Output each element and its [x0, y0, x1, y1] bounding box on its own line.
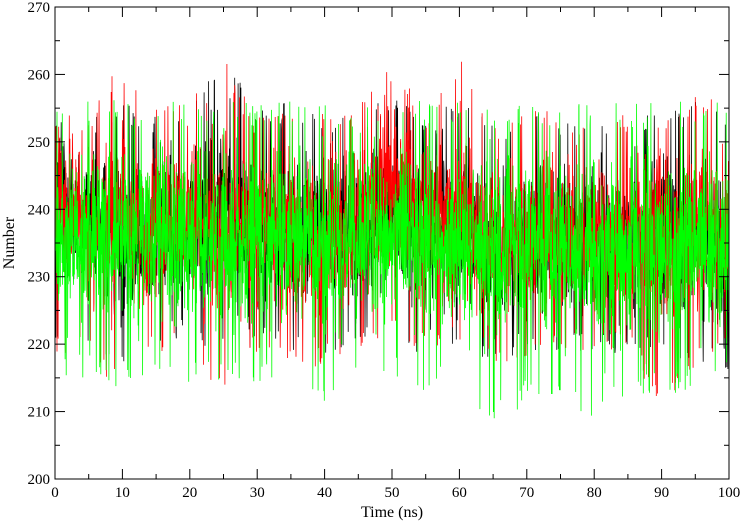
- x-axis-title: Time (ns): [361, 504, 423, 521]
- y-axis-title: Number: [1, 216, 18, 269]
- y-tick-label: 210: [28, 405, 51, 421]
- x-tick-label: 70: [519, 485, 534, 501]
- series-line-3: [54, 100, 730, 419]
- y-tick-label: 250: [28, 135, 51, 151]
- y-tick-label: 230: [28, 270, 51, 286]
- x-tick-label: 10: [115, 485, 130, 501]
- x-tick-label: 90: [654, 485, 669, 501]
- y-tick-label: 260: [28, 67, 51, 83]
- x-tick-label: 0: [51, 485, 59, 501]
- y-tick-label: 220: [28, 337, 51, 353]
- x-tick-label: 60: [452, 485, 467, 501]
- x-tick-label: 50: [385, 485, 400, 501]
- plot-series-group: [54, 61, 730, 419]
- y-tick-label: 200: [28, 472, 51, 488]
- tick-group: 0 10 20 30 40 50 60 70 80 90 100 200 210 220 230 240 250…: [28, 0, 741, 501]
- x-tick-label: 40: [317, 485, 332, 501]
- x-tick-label: 100: [718, 485, 741, 501]
- x-tick-label: 20: [182, 485, 197, 501]
- y-tick-label: 270: [28, 0, 51, 16]
- y-tick-label: 240: [28, 202, 51, 218]
- x-tick-label: 30: [250, 485, 265, 501]
- x-tick-label: 80: [587, 485, 602, 501]
